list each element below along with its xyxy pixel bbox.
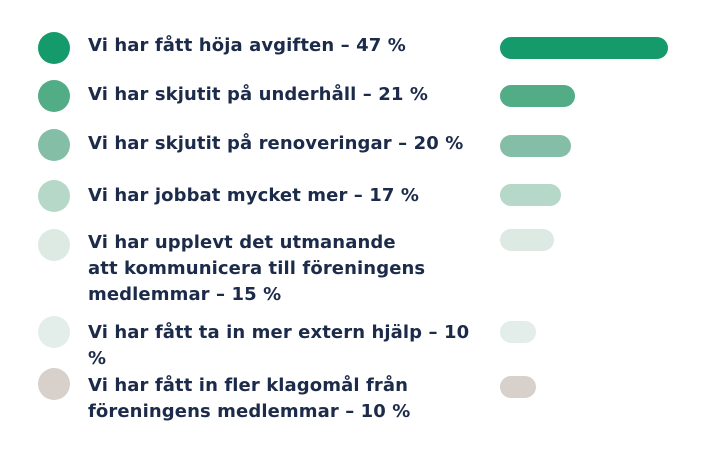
legend-dot: [38, 129, 70, 161]
bar-label: Vi har fått in fler klagomål från föreni…: [88, 375, 411, 422]
bar: [500, 85, 575, 107]
legend-dot: [38, 32, 70, 64]
bar: [500, 135, 571, 157]
bar: [500, 376, 536, 398]
bar: [500, 184, 561, 206]
bar-label: Vi har upplevt det utmanande att kommuni…: [88, 232, 426, 305]
bar: [500, 229, 554, 251]
bar-label: Vi har fått ta in mer extern hjälp – 10 …: [88, 322, 470, 369]
bar-label: Vi har skjutit på renoveringar – 20 %: [88, 133, 464, 154]
bar-label: Vi har jobbat mycket mer – 17 %: [88, 185, 420, 206]
bar-label: Vi har skjutit på underhåll – 21 %: [88, 84, 428, 105]
bar: [500, 37, 668, 59]
legend-dot: [38, 229, 70, 261]
bar: [500, 321, 536, 343]
legend-dot: [38, 80, 70, 112]
bar-label: Vi har fått höja avgiften – 47 %: [88, 35, 406, 56]
legend-dot: [38, 180, 70, 212]
legend-dot: [38, 316, 70, 348]
legend-dot: [38, 368, 70, 400]
